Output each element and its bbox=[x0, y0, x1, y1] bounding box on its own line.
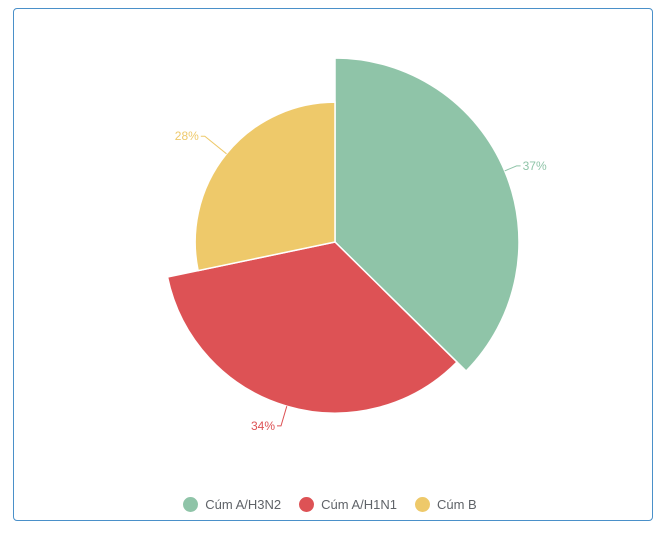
legend-swatch bbox=[415, 497, 430, 512]
pie-slice-3[interactable] bbox=[194, 101, 336, 272]
legend-item-h1n1[interactable]: Cúm A/H1N1 bbox=[299, 497, 397, 512]
legend-item-h3n2[interactable]: Cúm A/H3N2 bbox=[183, 497, 281, 512]
legend-swatch bbox=[299, 497, 315, 512]
pie-slices bbox=[166, 57, 520, 414]
pie-slice-2[interactable] bbox=[166, 241, 459, 414]
chart-legend: Cúm A/H3N2 Cúm A/H1N1 Cúm B bbox=[0, 497, 660, 512]
legend-item-cum-b[interactable]: Cúm B bbox=[415, 497, 477, 512]
pie-labels: 37% 34% 28% bbox=[175, 129, 547, 433]
legend-label: Cúm A/H1N1 bbox=[321, 497, 397, 512]
legend-swatch bbox=[183, 497, 199, 512]
legend-label: Cúm B bbox=[437, 497, 477, 512]
label-leader-line bbox=[277, 406, 288, 427]
label-leader-line bbox=[504, 165, 521, 172]
legend-label: Cúm A/H3N2 bbox=[205, 497, 282, 512]
slice-percent-label: 37% bbox=[523, 159, 547, 173]
pie-slice-1[interactable] bbox=[334, 57, 520, 373]
label-leader-line bbox=[200, 135, 227, 155]
slice-percent-label: 34% bbox=[251, 419, 275, 433]
slice-percent-label: 28% bbox=[175, 129, 199, 143]
